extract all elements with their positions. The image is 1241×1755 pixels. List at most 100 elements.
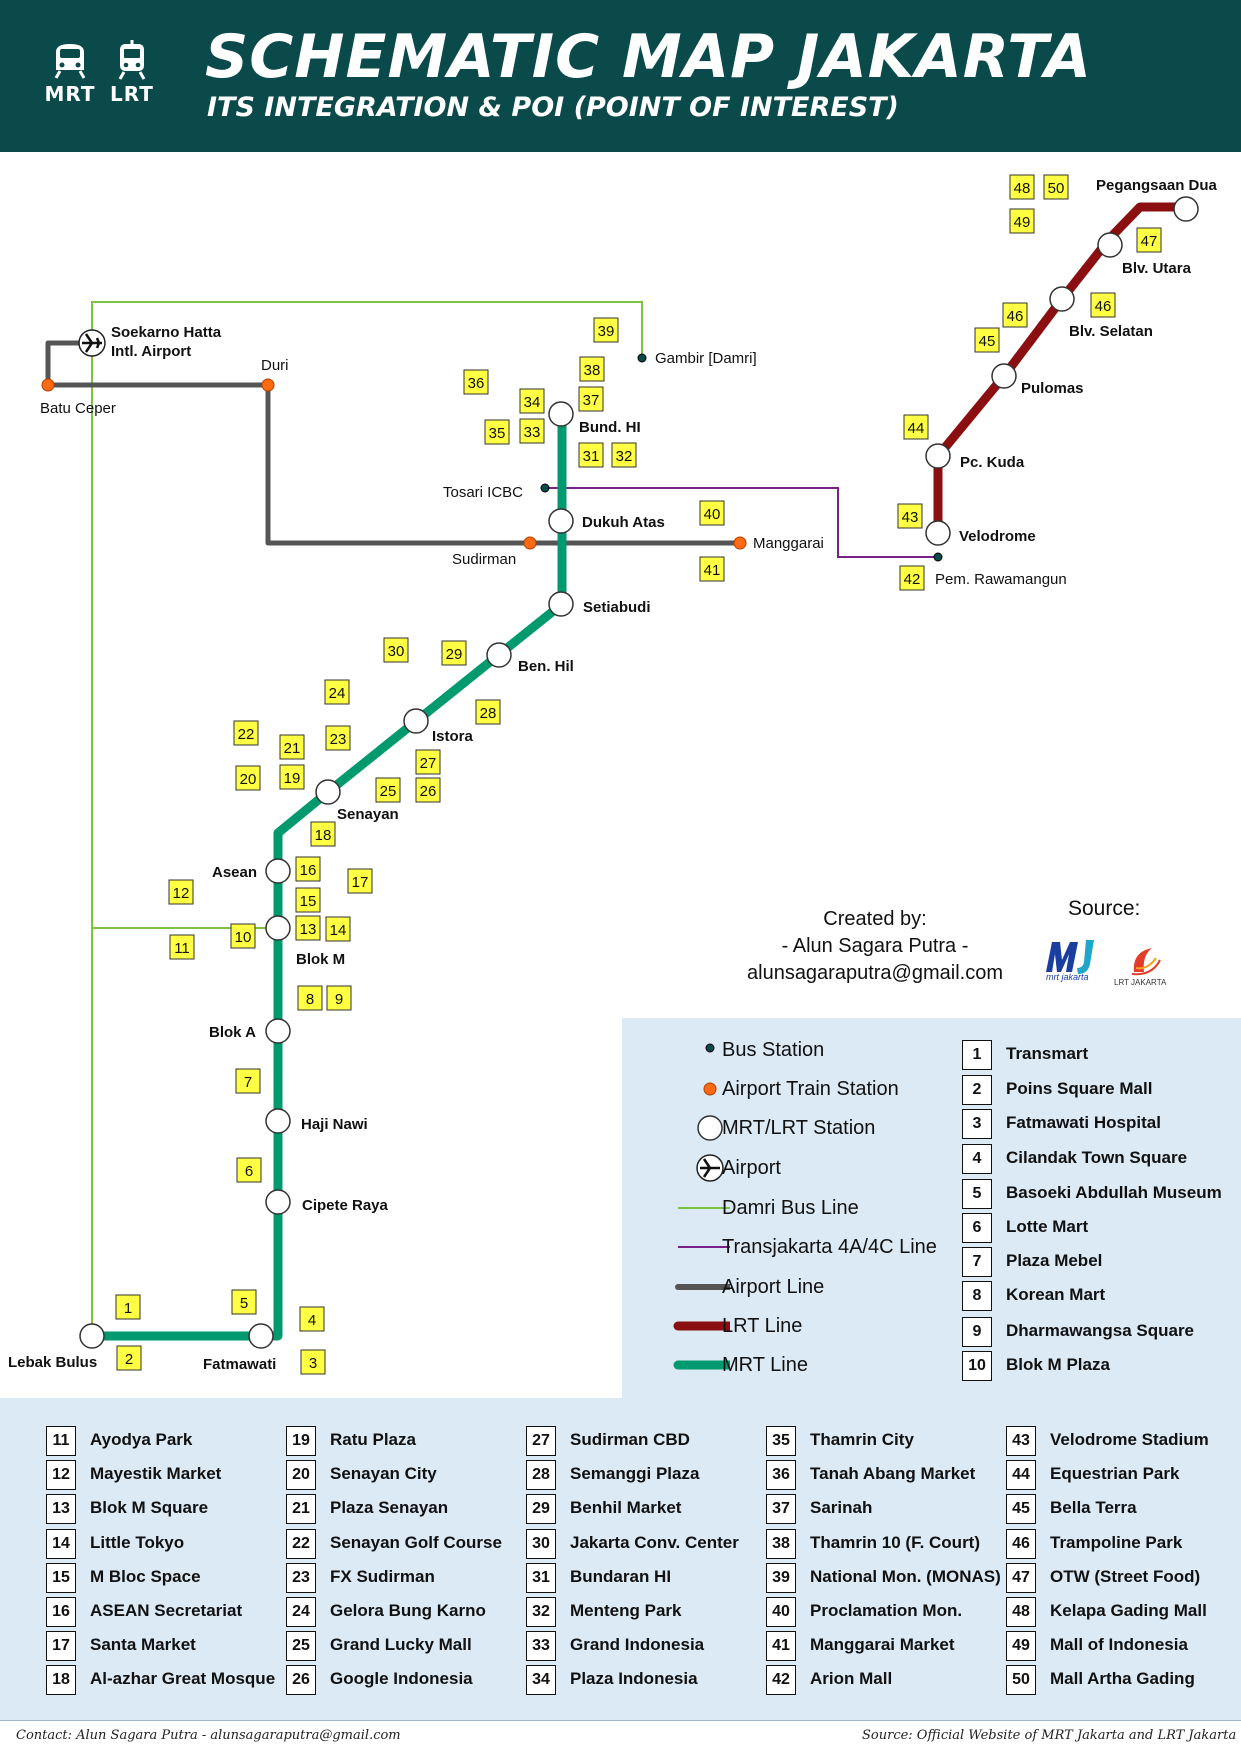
poi-marker[interactable]: 38: [579, 356, 605, 382]
poi-marker[interactable]: 45: [974, 327, 1000, 353]
station-fatmawati[interactable]: [248, 1323, 274, 1349]
station-haji-nawi[interactable]: [265, 1108, 291, 1134]
poi-marker-number: 15: [300, 893, 317, 910]
poi-marker[interactable]: 39: [593, 317, 619, 343]
bus-pem-rawamangun[interactable]: [933, 552, 943, 562]
poi-marker[interactable]: 16: [295, 856, 321, 882]
poi-marker[interactable]: 44: [903, 414, 929, 440]
poi-name: Ratu Plaza: [330, 1430, 416, 1449]
poi-marker[interactable]: 17: [347, 868, 373, 894]
poi-marker[interactable]: 18: [310, 821, 336, 847]
poi-marker[interactable]: 2: [116, 1345, 142, 1371]
header-banner: MRT LRT SCHEMATIC MAP JAKARTA ITS INTEGR…: [0, 0, 1241, 152]
poi-marker[interactable]: 26: [415, 777, 441, 803]
poi-marker[interactable]: 14: [325, 916, 351, 942]
poi-marker[interactable]: 24: [324, 679, 350, 705]
station-blv-selatan[interactable]: [1049, 286, 1075, 312]
station-pc-kuda[interactable]: [925, 443, 951, 469]
poi-marker[interactable]: 10: [230, 923, 256, 949]
poi-list-item: 1 Transmart: [962, 1040, 1202, 1074]
poi-name: Blok M Square: [90, 1498, 209, 1517]
poi-name: Equestrian Park: [1050, 1464, 1180, 1483]
poi-marker[interactable]: 37: [578, 386, 604, 412]
poi-marker[interactable]: 13: [295, 915, 321, 941]
station-cipete-raya[interactable]: [265, 1189, 291, 1215]
label-cipete-raya: Cipete Raya: [302, 1197, 389, 1214]
station-senayan[interactable]: [315, 779, 341, 805]
poi-name: FX Sudirman: [330, 1567, 435, 1586]
poi-marker[interactable]: 31: [578, 442, 604, 468]
station-blok-m[interactable]: [265, 915, 291, 941]
poi-marker[interactable]: 20: [235, 765, 261, 791]
station-velodrome[interactable]: [925, 520, 951, 546]
poi-marker[interactable]: 5: [231, 1289, 257, 1315]
label-gambir: Gambir [Damri]: [655, 350, 757, 367]
poi-marker[interactable]: 48: [1009, 174, 1035, 200]
poi-list-item: 6 Lotte Mart: [962, 1213, 1202, 1247]
legend-item-mrt-line: MRT Line: [622, 1351, 942, 1381]
station-asean[interactable]: [265, 858, 291, 884]
poi-marker[interactable]: 46: [1002, 302, 1028, 328]
poi-name: Semanggi Plaza: [570, 1464, 700, 1483]
poi-marker[interactable]: 28: [475, 699, 501, 725]
poi-list-item: 39 National Mon. (MONAS): [766, 1563, 1006, 1597]
poi-name: Trampoline Park: [1050, 1533, 1183, 1552]
poi-marker[interactable]: 36: [463, 369, 489, 395]
bus-tosari-icbc[interactable]: [540, 483, 550, 493]
poi-marker[interactable]: 32: [611, 442, 637, 468]
poi-marker[interactable]: 46: [1090, 292, 1116, 318]
poi-marker[interactable]: 19: [279, 764, 305, 790]
station-manggarai[interactable]: [733, 536, 747, 550]
poi-marker[interactable]: 30: [383, 637, 409, 663]
station-duri[interactable]: [261, 378, 275, 392]
station-blv-utara[interactable]: [1097, 232, 1123, 258]
airport-icon[interactable]: [78, 329, 106, 357]
poi-list-item: 35 Thamrin City: [766, 1426, 1006, 1460]
poi-list-item: 21 Plaza Senayan: [286, 1494, 526, 1528]
poi-marker[interactable]: 33: [519, 418, 545, 444]
station-pegangsaan-dua[interactable]: [1173, 196, 1199, 222]
poi-number: 12: [46, 1460, 76, 1490]
station-dukuh-atas[interactable]: [548, 508, 574, 534]
poi-marker[interactable]: 34: [519, 388, 545, 414]
poi-marker[interactable]: 12: [168, 879, 194, 905]
poi-marker[interactable]: 35: [484, 419, 510, 445]
poi-name: Little Tokyo: [90, 1533, 185, 1552]
station-ben-hil[interactable]: [486, 642, 512, 668]
poi-marker[interactable]: 23: [325, 725, 351, 751]
poi-marker[interactable]: 25: [375, 777, 401, 803]
poi-marker[interactable]: 6: [236, 1157, 262, 1183]
poi-marker[interactable]: 43: [897, 503, 923, 529]
label-pem-rawamangun: Pem. Rawamangun: [935, 571, 1067, 588]
poi-marker[interactable]: 41: [699, 556, 725, 582]
station-pulomas[interactable]: [991, 363, 1017, 389]
station-setiabudi[interactable]: [548, 591, 574, 617]
poi-marker-number: 27: [420, 755, 437, 772]
poi-marker[interactable]: 7: [235, 1068, 261, 1094]
station-sudirman[interactable]: [523, 536, 537, 550]
station-lebak-bulus[interactable]: [79, 1323, 105, 1349]
poi-marker[interactable]: 47: [1136, 227, 1162, 253]
poi-marker[interactable]: 40: [699, 500, 725, 526]
poi-marker[interactable]: 1: [115, 1294, 141, 1320]
poi-marker[interactable]: 27: [415, 749, 441, 775]
legend-label: Bus Station: [722, 1039, 825, 1061]
poi-marker[interactable]: 4: [299, 1306, 325, 1332]
poi-marker[interactable]: 42: [899, 565, 925, 591]
station-bund-hi[interactable]: [548, 401, 574, 427]
poi-marker[interactable]: 50: [1043, 174, 1069, 200]
poi-marker[interactable]: 22: [233, 720, 259, 746]
station-batu-ceper[interactable]: [41, 378, 55, 392]
poi-marker[interactable]: 9: [326, 985, 352, 1011]
poi-marker[interactable]: 3: [300, 1349, 326, 1375]
credit-email[interactable]: alunsagaraputra@gmail.com: [747, 962, 1003, 984]
poi-marker[interactable]: 49: [1009, 208, 1035, 234]
poi-marker[interactable]: 8: [297, 985, 323, 1011]
bus-gambir[interactable]: [637, 353, 647, 363]
station-istora[interactable]: [403, 708, 429, 734]
station-blok-a[interactable]: [265, 1018, 291, 1044]
poi-marker[interactable]: 15: [295, 887, 321, 913]
poi-marker[interactable]: 29: [441, 640, 467, 666]
poi-marker[interactable]: 11: [169, 934, 195, 960]
poi-marker[interactable]: 21: [279, 734, 305, 760]
